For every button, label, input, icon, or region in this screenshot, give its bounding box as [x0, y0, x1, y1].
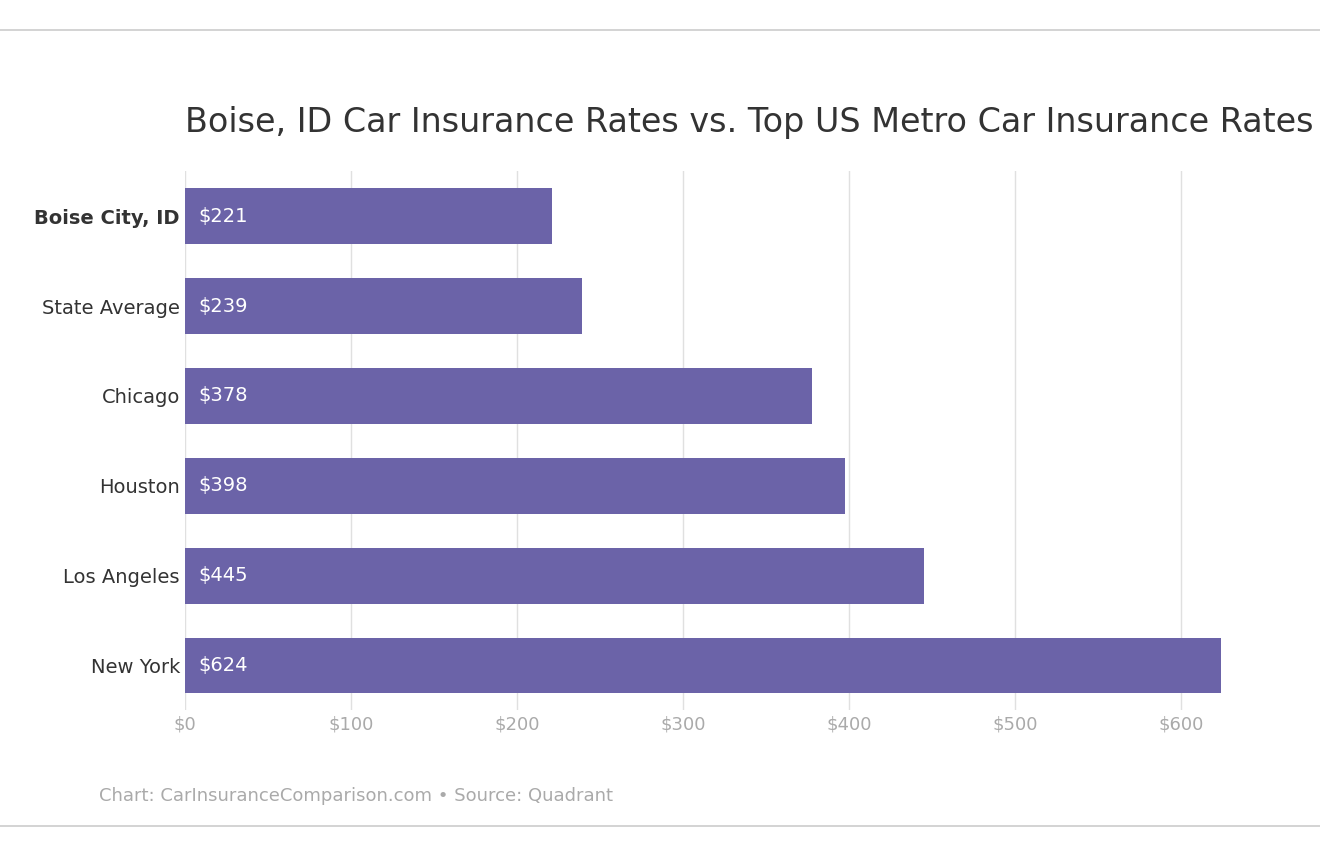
- Text: $445: $445: [198, 566, 248, 586]
- Bar: [185, 458, 846, 514]
- Text: $239: $239: [198, 296, 248, 316]
- Text: $221: $221: [198, 206, 248, 226]
- Bar: [185, 188, 552, 244]
- Text: $624: $624: [198, 656, 248, 675]
- Text: Boise, ID Car Insurance Rates vs. Top US Metro Car Insurance Rates: Boise, ID Car Insurance Rates vs. Top US…: [185, 106, 1313, 140]
- Bar: [185, 638, 1221, 693]
- Bar: [185, 278, 582, 334]
- Bar: [185, 368, 812, 424]
- Text: $398: $398: [198, 476, 248, 496]
- Bar: [185, 548, 924, 603]
- Text: $378: $378: [198, 386, 248, 406]
- Text: Chart: CarInsuranceComparison.com • Source: Quadrant: Chart: CarInsuranceComparison.com • Sour…: [99, 787, 612, 805]
